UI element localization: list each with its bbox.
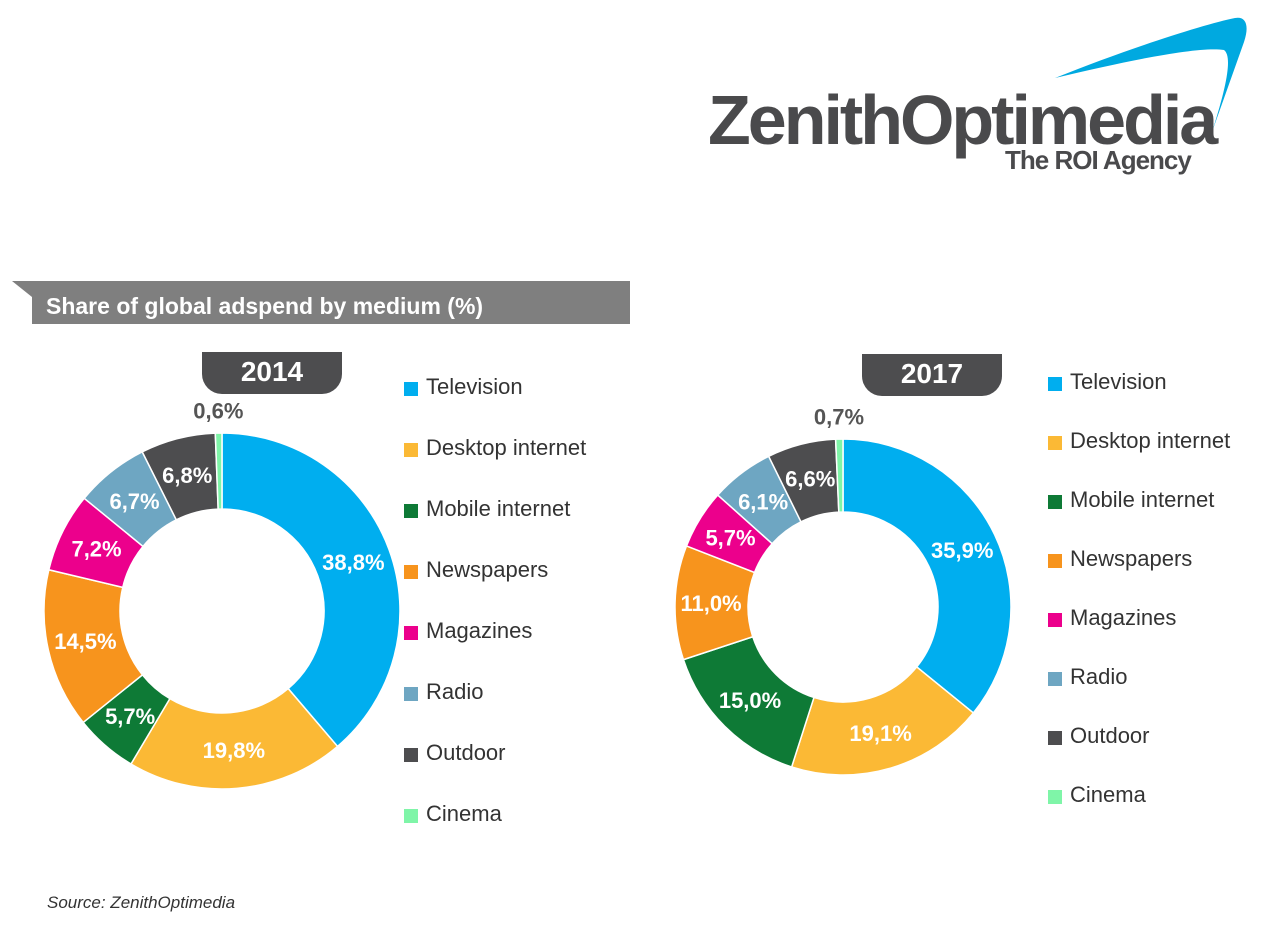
donut-chart-2014: 38,8% 19,8% 5,7% 14,5% 7,2% 6,7%6,8% 0,6% [43, 399, 401, 790]
legend-label: Radio [1070, 664, 1128, 689]
legend-swatch [404, 687, 418, 701]
legend-swatch [404, 809, 418, 823]
data-label-radio-2017: 6,1% [738, 489, 788, 514]
slice-television-2014 [221, 432, 401, 748]
source-note: Source: ZenithOptimedia [47, 893, 236, 912]
legend-swatch [1048, 377, 1062, 391]
legend-label: Cinema [1070, 782, 1146, 807]
legend-label: Mobile internet [1070, 487, 1215, 512]
logo-swoosh [1055, 17, 1247, 133]
zenithoptimedia-logo: ZenithOptimedia The ROI Agency [700, 10, 1260, 190]
legend-label: Desktop internet [1070, 428, 1231, 453]
legend-label: Newspapers [1070, 546, 1193, 571]
legend-label: Magazines [426, 618, 533, 643]
legend-label: Newspapers [426, 557, 549, 582]
data-label-magazines-2017: 5,7% [705, 525, 755, 550]
data-label-mobile-internet-2017: 15,0% [719, 688, 781, 713]
legend-label: Mobile internet [426, 496, 571, 521]
data-label-desktop-internet-2017: 19,1% [849, 721, 911, 746]
donut-chart-2017: 35,9% 19,1% 15,0% 11,0% 5,7% 6,1%6,6% 0,7% [674, 405, 1012, 776]
legend-swatch [404, 565, 418, 579]
legend-label: Desktop internet [426, 435, 587, 460]
slice-cinema-2014 [214, 432, 223, 510]
legend-swatch [404, 382, 418, 396]
legend-label: Magazines [1070, 605, 1177, 630]
data-label-outdoor-2017: 6,6% [785, 467, 835, 492]
data-label-newspapers-2014: 14,5% [54, 629, 116, 654]
legend-swatch [404, 626, 418, 640]
data-label-magazines-2014: 7,2% [71, 536, 121, 561]
legend-swatch [404, 748, 418, 762]
data-label-television-2014: 38,8% [322, 550, 384, 575]
legend-swatch [404, 443, 418, 457]
logo-tagline: The ROI Agency [1005, 145, 1192, 175]
legend-label: Television [426, 374, 523, 399]
data-label-television-2017: 35,9% [931, 538, 993, 563]
legend-label: Outdoor [1070, 723, 1150, 748]
legend-label: Cinema [426, 801, 502, 826]
data-label-outdoor-2014: 6,8% [162, 463, 212, 488]
data-label-cinema-2017: 0,7% [814, 405, 864, 430]
data-label-desktop-internet-2014: 19,8% [203, 738, 265, 763]
legend-swatch [404, 504, 418, 518]
legend-label: Outdoor [426, 740, 506, 765]
legend-label: Television [1070, 369, 1167, 394]
legend-swatch [1048, 790, 1062, 804]
legend-swatch [1048, 495, 1062, 509]
legend-swatch [1048, 613, 1062, 627]
year-tab-2014: 2014 [202, 352, 342, 394]
slice-cinema-2017 [834, 438, 844, 513]
data-label-newspapers-2017: 11,0% [680, 591, 741, 616]
logo-name: ZenithOptimedia [708, 81, 1218, 159]
chart-title: Share of global adspend by medium (%) [46, 293, 484, 319]
legend-swatch [1048, 436, 1062, 450]
title-bar-shape [12, 281, 630, 324]
legend-swatch [1048, 554, 1062, 568]
data-label-cinema-2014: 0,6% [193, 399, 243, 424]
legend-label: Radio [426, 679, 484, 704]
data-label-radio-2014: 6,7% [109, 489, 159, 514]
slice-television-2017 [842, 438, 1012, 715]
legend-swatch [1048, 731, 1062, 745]
year-tab-2017: 2017 [862, 354, 1002, 396]
chart-title-bar: Share of global adspend by medium (%) [12, 281, 632, 325]
data-label-mobile-internet-2014: 5,7% [105, 704, 155, 729]
legend-swatch [1048, 672, 1062, 686]
